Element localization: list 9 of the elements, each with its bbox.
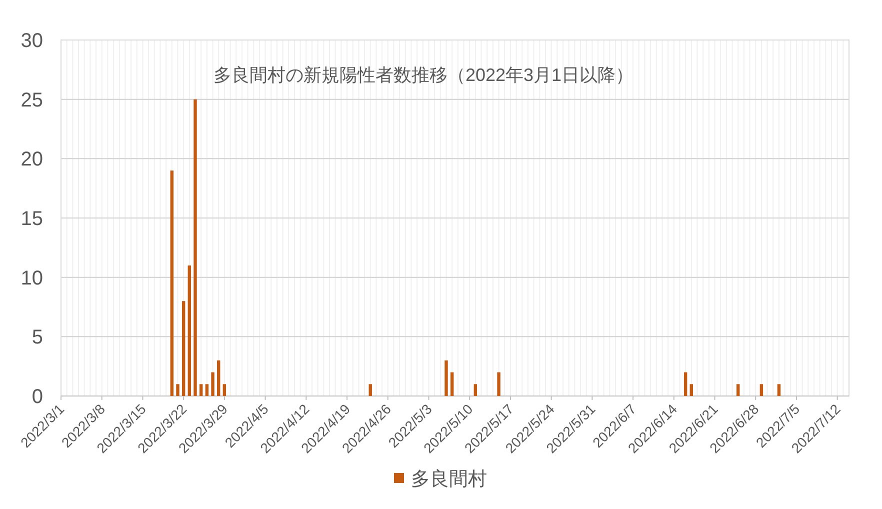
y-tick-label: 25 [20, 89, 43, 112]
y-tick-label: 15 [20, 208, 43, 230]
y-tick-label: 30 [20, 30, 43, 52]
legend-label: 多良間村 [411, 469, 487, 490]
y-tick-label: 20 [20, 148, 43, 171]
y-tick-label: 5 [32, 326, 43, 349]
y-tick-label: 0 [32, 386, 43, 408]
title: 多良間村の新規陽性者数推移（2022年3月1日以降） [213, 65, 634, 85]
y-tick-label: 10 [20, 267, 43, 290]
